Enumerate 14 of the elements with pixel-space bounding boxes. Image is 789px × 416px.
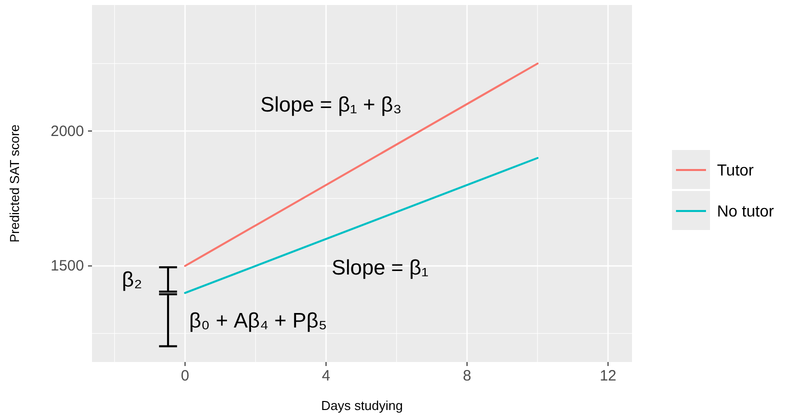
x-tick-label: 4 (322, 368, 330, 385)
x-axis-title: Days studying (321, 398, 403, 413)
y-axis-title: Predicted SAT score (7, 124, 22, 243)
y-tick-label: 2000 (50, 122, 84, 140)
x-tick-label: 0 (180, 368, 190, 385)
annotation: β₀ + Aβ₄ + Pβ₅ (189, 309, 327, 332)
legend-label: Tutor (717, 162, 754, 180)
annotation: Slope = β₁ + β₃ (260, 93, 402, 116)
x-tick-label: 12 (600, 368, 616, 385)
legend-label: No tutor (717, 204, 775, 221)
annotation: β₂ (122, 268, 142, 292)
y-tick-label: 1500 (50, 258, 84, 275)
annotation: Slope = β₁ (332, 256, 428, 280)
x-tick-label: 8 (462, 368, 472, 385)
